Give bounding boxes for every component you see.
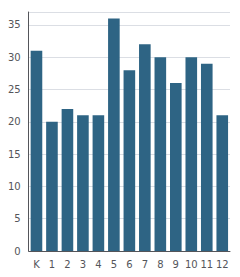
svg-text:15: 15 bbox=[8, 149, 21, 160]
svg-text:7: 7 bbox=[142, 259, 148, 270]
svg-text:3: 3 bbox=[80, 259, 86, 270]
svg-text:2: 2 bbox=[64, 259, 70, 270]
svg-text:11: 11 bbox=[200, 259, 213, 270]
svg-text:20: 20 bbox=[8, 116, 21, 127]
svg-text:K: K bbox=[33, 259, 40, 270]
svg-text:5: 5 bbox=[111, 259, 117, 270]
svg-text:30: 30 bbox=[8, 52, 21, 63]
svg-text:12: 12 bbox=[216, 259, 229, 270]
svg-text:6: 6 bbox=[126, 259, 132, 270]
svg-text:25: 25 bbox=[8, 84, 21, 95]
svg-text:10: 10 bbox=[8, 181, 21, 192]
svg-text:4: 4 bbox=[95, 259, 101, 270]
svg-text:10: 10 bbox=[185, 259, 198, 270]
svg-text:8: 8 bbox=[157, 259, 163, 270]
svg-text:0: 0 bbox=[14, 246, 20, 257]
svg-text:9: 9 bbox=[173, 259, 179, 270]
svg-text:1: 1 bbox=[49, 259, 55, 270]
svg-text:35: 35 bbox=[8, 19, 21, 30]
svg-text:5: 5 bbox=[14, 213, 20, 224]
